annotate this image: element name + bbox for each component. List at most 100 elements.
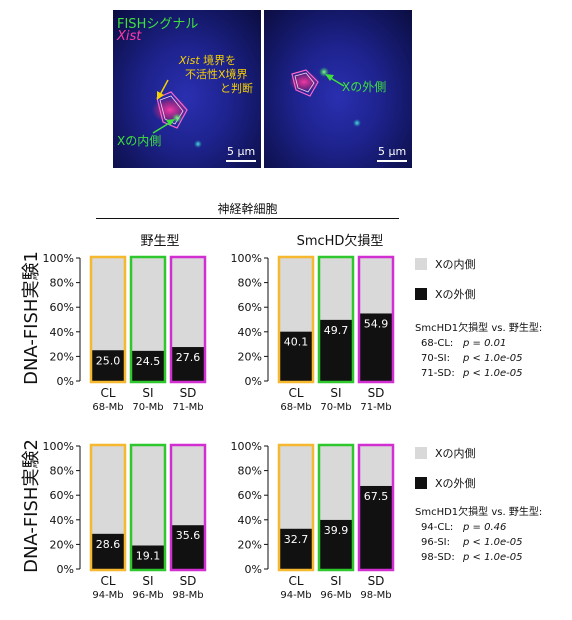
bar-frame-CL xyxy=(89,255,127,384)
y-tick-label: 80% xyxy=(238,465,262,478)
legend-swatch-inside xyxy=(415,447,427,459)
legend-label-outside: Xの外側 xyxy=(435,288,476,301)
stats-p-value: p < 1.0e-05 xyxy=(463,353,523,364)
legend-label-inside: Xの内側 xyxy=(435,447,476,460)
bar-frame-SI xyxy=(129,443,167,572)
bar-value-label: 39.9 xyxy=(324,524,349,537)
category-sublabel: 98-Mb xyxy=(172,590,203,601)
bar-value-label: 25.0 xyxy=(96,354,121,367)
category-label: CL xyxy=(288,386,303,400)
category-label: SI xyxy=(330,386,341,400)
bar-value-label: 54.9 xyxy=(364,317,389,330)
header-divider xyxy=(96,218,399,219)
bar-outside-SD xyxy=(172,347,204,381)
bar-frame-SI xyxy=(317,255,355,384)
y-tick-label: 60% xyxy=(238,489,262,502)
y-tick-label: 60% xyxy=(50,489,74,502)
bar-outside-CL xyxy=(92,533,124,569)
y-tick-label: 40% xyxy=(50,514,74,527)
category-sublabel: 98-Mb xyxy=(360,590,391,601)
y-tick-label: 20% xyxy=(50,350,74,363)
stats-row: 96-SI: p < 1.0e-05 xyxy=(415,535,542,550)
bar-outside-CL xyxy=(92,350,124,381)
stats-row: 94-CL: p = 0.46 xyxy=(415,520,542,535)
annotation-line-2: 不活性X境界 xyxy=(185,68,248,81)
bar-outside-SI xyxy=(132,545,164,569)
bar-frame-CL xyxy=(89,443,127,572)
annotation-line-3: と判断 xyxy=(220,82,253,95)
fish-signal-inside xyxy=(172,113,182,123)
bar-outside-CL xyxy=(280,331,312,381)
bar-frame-CL xyxy=(277,255,315,384)
micrograph-left: FISHシグナル Xist Xist 境界を 不活性X境界 と判断 Xの内側 5… xyxy=(113,10,261,168)
bar-frame-CL xyxy=(277,443,315,572)
stats-row-label: 71-SD: xyxy=(421,368,455,379)
stats-p-value: p = 0.46 xyxy=(463,522,507,533)
bar-frame-SD xyxy=(357,443,395,572)
bar-value-label: 49.7 xyxy=(324,324,349,337)
y-tick-label: 40% xyxy=(238,326,262,339)
stats-p-value: p < 1.0e-05 xyxy=(463,552,523,563)
stats-row-label: 94-CL: xyxy=(421,522,454,533)
bar-frame-SD xyxy=(169,443,207,572)
category-sublabel: 68-Mb xyxy=(92,402,123,413)
outside-arrowhead xyxy=(325,74,334,81)
legend-item-inside: Xの内側 xyxy=(415,257,476,271)
y-tick-label: 0% xyxy=(57,375,74,388)
y-tick-label: 80% xyxy=(50,277,74,290)
legend-2: Xの内側 Xの外側 xyxy=(415,446,476,506)
scale-bar-left xyxy=(226,160,256,162)
bar-value-label: 28.6 xyxy=(96,538,121,551)
cell-type-title: 神経幹細胞 xyxy=(217,202,278,216)
bar-outside-SD xyxy=(360,313,392,381)
y-tick-label: 100% xyxy=(43,252,74,265)
mutant-title: SmcHD欠損型 xyxy=(296,234,384,249)
bar-value-label: 40.1 xyxy=(284,336,309,349)
bar-outside-SI xyxy=(132,350,164,381)
legend-item-outside: Xの外側 xyxy=(415,287,476,301)
y-tick-label: 60% xyxy=(238,301,262,314)
category-label: SD xyxy=(180,574,197,588)
category-label: SI xyxy=(142,386,153,400)
category-sublabel: 71-Mb xyxy=(360,402,391,413)
micrograph-right-drawing xyxy=(289,67,361,127)
micrograph-left-drawing xyxy=(152,79,202,148)
legend-swatch-inside xyxy=(415,258,427,270)
y-tick-label: 60% xyxy=(50,301,74,314)
category-sublabel: 96-Mb xyxy=(132,590,163,601)
stats-block-1: SmcHD1欠損型 vs. 野生型: 68-CL: p = 0.01 70-SI:… xyxy=(415,321,542,381)
wild-type-title: 野生型 xyxy=(140,234,180,249)
legend-label-outside: Xの外側 xyxy=(435,477,476,490)
y-tick-label: 40% xyxy=(50,326,74,339)
y-tick-label: 80% xyxy=(50,465,74,478)
annotation-text-1: 境界を xyxy=(203,54,237,67)
legend-1: Xの内側 Xの外側 xyxy=(415,257,476,317)
category-label: SI xyxy=(142,574,153,588)
stats-row: 68-CL: p = 0.01 xyxy=(415,336,542,351)
category-label: SD xyxy=(180,386,197,400)
stats-row-label: 68-CL: xyxy=(421,338,454,349)
xist-label: Xist xyxy=(117,29,142,44)
inside-arrow xyxy=(152,121,172,134)
category-label: CL xyxy=(100,386,115,400)
scale-bar-right xyxy=(377,160,407,162)
bar-outside-SI xyxy=(320,319,352,381)
bar-frame-SD xyxy=(169,255,207,384)
y-tick-label: 100% xyxy=(231,440,262,453)
category-sublabel: 70-Mb xyxy=(320,402,351,413)
y-tick-label: 100% xyxy=(43,440,74,453)
annotation-line-1: Xist 境界を xyxy=(179,52,236,68)
annotation-xist: Xist xyxy=(179,54,200,67)
category-sublabel: 71-Mb xyxy=(172,402,203,413)
bar-outside-SI xyxy=(320,519,352,569)
stats-row-label: 98-SD: xyxy=(421,552,455,563)
annotation-arrowhead xyxy=(157,91,164,100)
stats-row: 71-SD: p < 1.0e-05 xyxy=(415,366,542,381)
category-label: SI xyxy=(330,574,341,588)
bar-frame-SI xyxy=(317,443,355,572)
inside-label: Xの内側 xyxy=(117,134,162,148)
legend-swatch-outside xyxy=(415,288,427,300)
bar-outside-SD xyxy=(172,525,204,569)
x-boundary-outline xyxy=(156,91,188,129)
